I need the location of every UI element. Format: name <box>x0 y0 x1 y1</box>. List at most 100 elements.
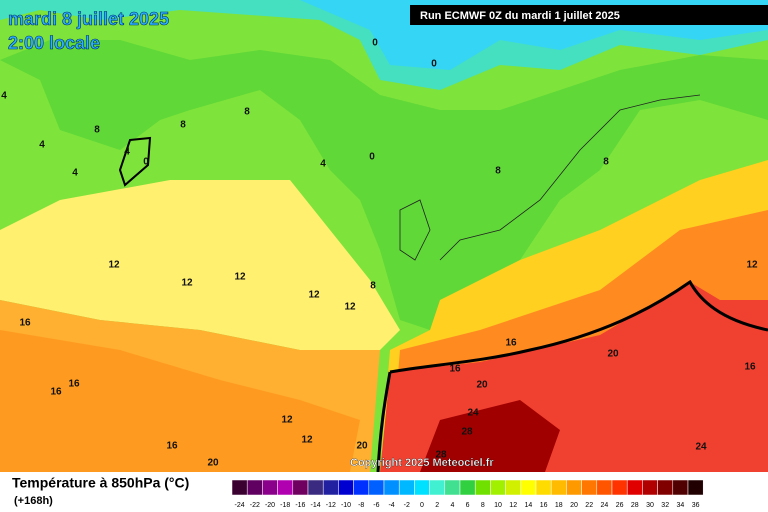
legend-label: 28 <box>631 502 639 509</box>
legend-swatch <box>444 479 461 496</box>
legend-swatch <box>505 479 522 496</box>
contour-label: 8 <box>603 157 609 168</box>
legend-swatch <box>672 479 689 496</box>
legend-label: 24 <box>601 502 609 509</box>
contour-label: 16 <box>19 318 31 329</box>
contour-label: 4 <box>1 91 7 102</box>
legend-label: 26 <box>616 502 624 509</box>
legend-label: 34 <box>677 502 685 509</box>
isotherm-20 <box>389 279 768 374</box>
title-time: 2:00 locale <box>8 33 100 53</box>
contour-label: 8 <box>244 107 250 118</box>
legend-swatch <box>642 479 658 496</box>
legend-swatch <box>490 479 506 496</box>
coastline <box>439 94 701 261</box>
contour-label: 12 <box>108 260 120 271</box>
legend-swatch <box>307 479 324 496</box>
legend-label: 2 <box>435 502 439 509</box>
contour-label: 4 <box>320 159 326 170</box>
contour-label: 8 <box>180 120 186 131</box>
run-box <box>410 5 768 25</box>
copyright: Copyright 2025 Meteociel.fr <box>350 457 494 469</box>
legend-swatch <box>535 479 552 496</box>
legend-swatch <box>383 479 400 496</box>
legend-swatch <box>657 479 674 496</box>
legend-swatch <box>322 479 339 496</box>
contour-label: 12 <box>181 278 193 289</box>
legend-label: 16 <box>540 502 548 509</box>
legend-title: Température à 850hPa (°C) <box>12 475 189 491</box>
legend-swatch <box>368 479 385 496</box>
legend-label: -22 <box>250 502 260 509</box>
isotherm-0 <box>118 136 152 187</box>
contour-label: 24 <box>467 408 479 419</box>
legend-swatch <box>398 479 415 496</box>
contour-label: 0 <box>372 38 378 49</box>
legend-swatch <box>520 479 537 496</box>
contour-label: 24 <box>695 442 707 453</box>
legend-label: 0 <box>420 502 424 509</box>
legend-label: 30 <box>646 502 654 509</box>
contour-label: 8 <box>495 166 501 177</box>
legend-swatch <box>596 479 613 496</box>
legend-label: 14 <box>525 502 533 509</box>
contour-label: 16 <box>449 364 461 375</box>
legend-swatch <box>231 479 248 496</box>
legend-label: 8 <box>481 502 485 509</box>
legend-swatch <box>687 479 704 496</box>
legend-swatch <box>277 479 294 496</box>
legend-swatch <box>550 479 567 496</box>
contour-label: 8 <box>370 281 376 292</box>
hot-region <box>420 400 560 472</box>
contour-label: 20 <box>207 458 219 469</box>
legend-label: 20 <box>570 502 578 509</box>
legend-label: -24 <box>235 502 245 509</box>
legend-swatch <box>429 479 446 496</box>
legend-swatch <box>262 479 278 496</box>
contour-label: 12 <box>301 435 313 446</box>
contour-label: 0 <box>143 157 149 168</box>
contour-label: 12 <box>746 260 758 271</box>
warm-region <box>0 180 400 350</box>
legend-swatch <box>611 479 628 496</box>
legend-swatch <box>246 479 263 496</box>
contour-label: 4 <box>39 140 45 151</box>
legend-label: 10 <box>494 502 502 509</box>
contour-label: 4 <box>124 147 130 158</box>
contour-label: 0 <box>369 152 375 163</box>
legend-label: -20 <box>265 502 275 509</box>
legend-swatch <box>474 479 491 496</box>
warm-region <box>0 330 360 472</box>
legend-label: 32 <box>661 502 669 509</box>
legend-label: -6 <box>373 502 379 509</box>
legend-label: 36 <box>692 502 700 509</box>
legend-label: 22 <box>585 502 593 509</box>
contour-label: 20 <box>476 380 488 391</box>
legend-swatch <box>414 479 430 496</box>
contour-label: 16 <box>744 362 756 373</box>
contour-label: 12 <box>234 272 246 283</box>
legend-swatch <box>338 479 354 496</box>
contour-label: 12 <box>308 290 320 301</box>
contour-label: 4 <box>72 168 78 179</box>
contour-label: 12 <box>281 415 293 426</box>
legend-label: -8 <box>358 502 364 509</box>
legend-label: 6 <box>466 502 470 509</box>
run-info: Run ECMWF 0Z du mardi 1 juillet 2025 <box>420 10 620 22</box>
contour-label: 12 <box>344 302 356 313</box>
legend-label: 12 <box>509 502 517 509</box>
contour-label: 20 <box>356 441 368 452</box>
legend-swatch <box>353 479 370 496</box>
legend-swatch <box>459 479 476 496</box>
legend-label: -4 <box>388 502 394 509</box>
legend-subtitle: (+168h) <box>14 495 53 507</box>
legend-swatch <box>581 479 598 496</box>
legend-swatch <box>626 479 643 496</box>
legend-swatch <box>292 479 309 496</box>
contour-label: 16 <box>505 338 517 349</box>
contour-label: 28 <box>461 427 473 438</box>
contour-label: 16 <box>68 379 80 390</box>
legend-label: -10 <box>341 502 351 509</box>
legend-label: -14 <box>311 502 321 509</box>
